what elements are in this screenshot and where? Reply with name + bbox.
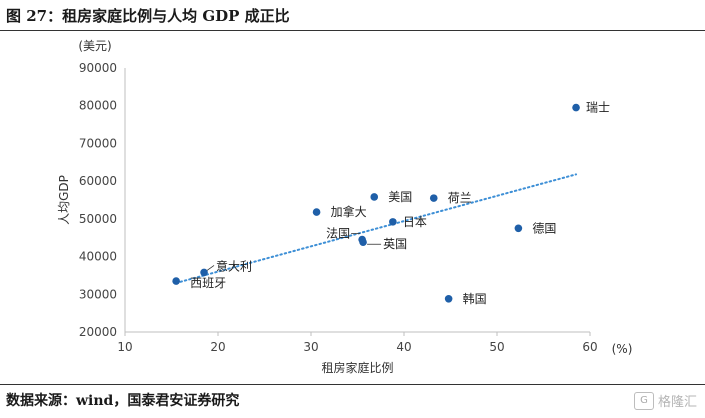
y-tick-label: 20000 — [79, 325, 117, 339]
data-point — [359, 238, 367, 247]
scatter-chart: 20000 30000 40000 50000 60000 70000 80000 90000… — [57, 39, 632, 375]
point-label: 韩国 — [463, 291, 487, 306]
point-label: 美国 — [388, 190, 412, 204]
source-note: 数据来源：wind，国泰君安证券研究 — [6, 393, 240, 409]
watermark-text: 格隆汇 — [657, 395, 697, 410]
point-label: 意大利 — [216, 258, 252, 273]
y-tick-label: 50000 — [79, 212, 117, 226]
source-rule — [0, 384, 705, 385]
point-label: 德国 — [532, 220, 556, 235]
y-tick-label: 70000 — [79, 136, 117, 150]
axes: 20000 30000 40000 50000 60000 70000 80000 90000… — [57, 39, 632, 375]
y-tick-label: 30000 — [79, 287, 117, 301]
point-label: 加拿大 — [331, 204, 367, 219]
x-tick-label: 30 — [303, 340, 318, 354]
trendline — [175, 173, 578, 284]
data-point — [370, 193, 379, 201]
trendline-path — [175, 173, 578, 284]
x-unit-label: (%) — [612, 342, 633, 356]
y-unit-label: (美元) — [78, 39, 111, 53]
point-label: 荷兰 — [448, 191, 472, 205]
data-point — [514, 224, 523, 233]
x-tick-label: 60 — [582, 340, 597, 354]
glh-logo-icon: G — [633, 391, 654, 410]
figure-title: 图 27：租房家庭比例与人均 GDP 成正比 — [6, 7, 290, 25]
y-tick-label: 80000 — [79, 99, 117, 113]
data-point — [444, 295, 453, 303]
x-tick-label: 40 — [396, 340, 411, 354]
data-point — [572, 103, 580, 112]
title-rule — [0, 30, 705, 31]
y-tick-label: 90000 — [79, 61, 117, 75]
x-tick-label: 10 — [117, 340, 132, 354]
point-label: 瑞士 — [586, 101, 610, 115]
point-label: 西班牙 — [190, 276, 226, 290]
x-tick-label: 20 — [210, 340, 225, 354]
point-label: 日本 — [403, 215, 427, 229]
point-label: 法国 — [326, 227, 350, 241]
y-axis-label: 人均GDP — [57, 175, 71, 225]
x-tick-label: 50 — [489, 340, 504, 354]
data-point — [172, 277, 180, 285]
data-point — [312, 208, 321, 216]
y-tick-label: 40000 — [79, 250, 117, 264]
data-point — [429, 194, 438, 202]
leader-line — [206, 265, 215, 271]
x-axis-label: 租房家庭比例 — [321, 360, 393, 375]
data-point — [389, 218, 397, 226]
y-tick-label: 60000 — [79, 174, 117, 188]
point-label: 英国 — [383, 237, 407, 251]
watermark: G 格隆汇 — [633, 391, 697, 410]
data-point — [200, 268, 208, 277]
